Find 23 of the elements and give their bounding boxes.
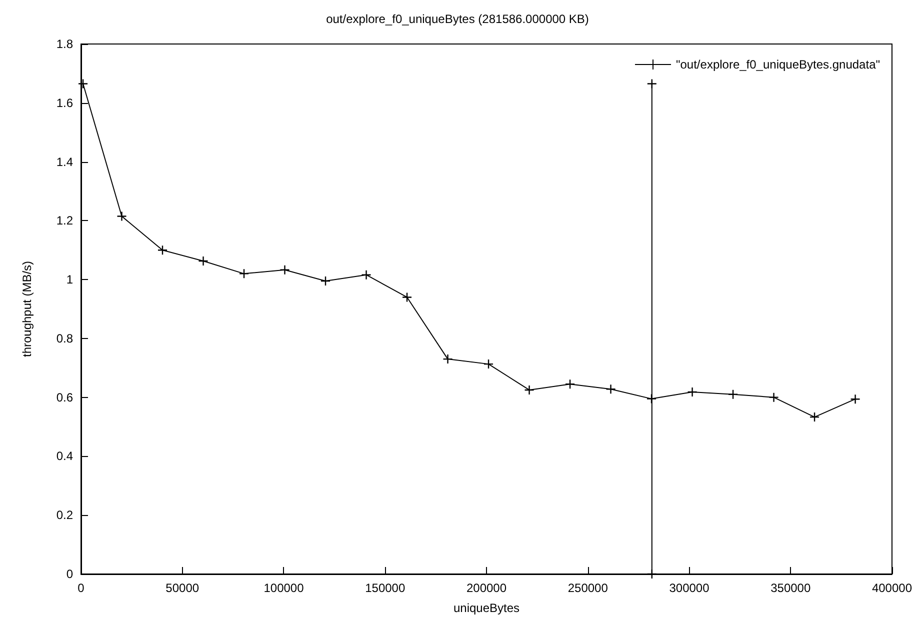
legend-label: "out/explore_f0_uniqueBytes.gnudata" [676,58,880,72]
y-tick-label: 1.2 [56,214,74,228]
y-tick-label: 1.6 [56,96,74,110]
y-tick-label: 0.6 [56,390,74,404]
x-tick-label: 250000 [568,581,608,595]
y-axis-title: throughput (MB/s) [20,260,34,358]
y-tick-label: 0.2 [56,508,74,522]
x-tick-label: 50000 [166,581,200,595]
y-tick-label: 0 [66,567,74,581]
x-tick-label: 400000 [872,581,912,595]
y-tick-label: 0.8 [56,331,74,346]
y-tick-label: 0.4 [56,449,74,464]
y-tick-label: 1 [66,272,74,287]
x-tick-label: 200000 [466,581,507,595]
y-tick-label: 1.4 [56,154,74,169]
x-tick-label: 300000 [669,581,710,595]
x-tick-label: 0 [78,581,85,595]
x-axis-title: uniqueBytes [453,601,520,615]
x-tick-label: 350000 [770,581,811,595]
x-tick-label: 100000 [264,581,304,595]
chart-title: out/explore_f0_uniqueBytes (281586.000000 KB) [326,12,589,26]
x-tick-label: 150000 [365,581,406,595]
y-tick-label: 1.8 [56,37,74,51]
